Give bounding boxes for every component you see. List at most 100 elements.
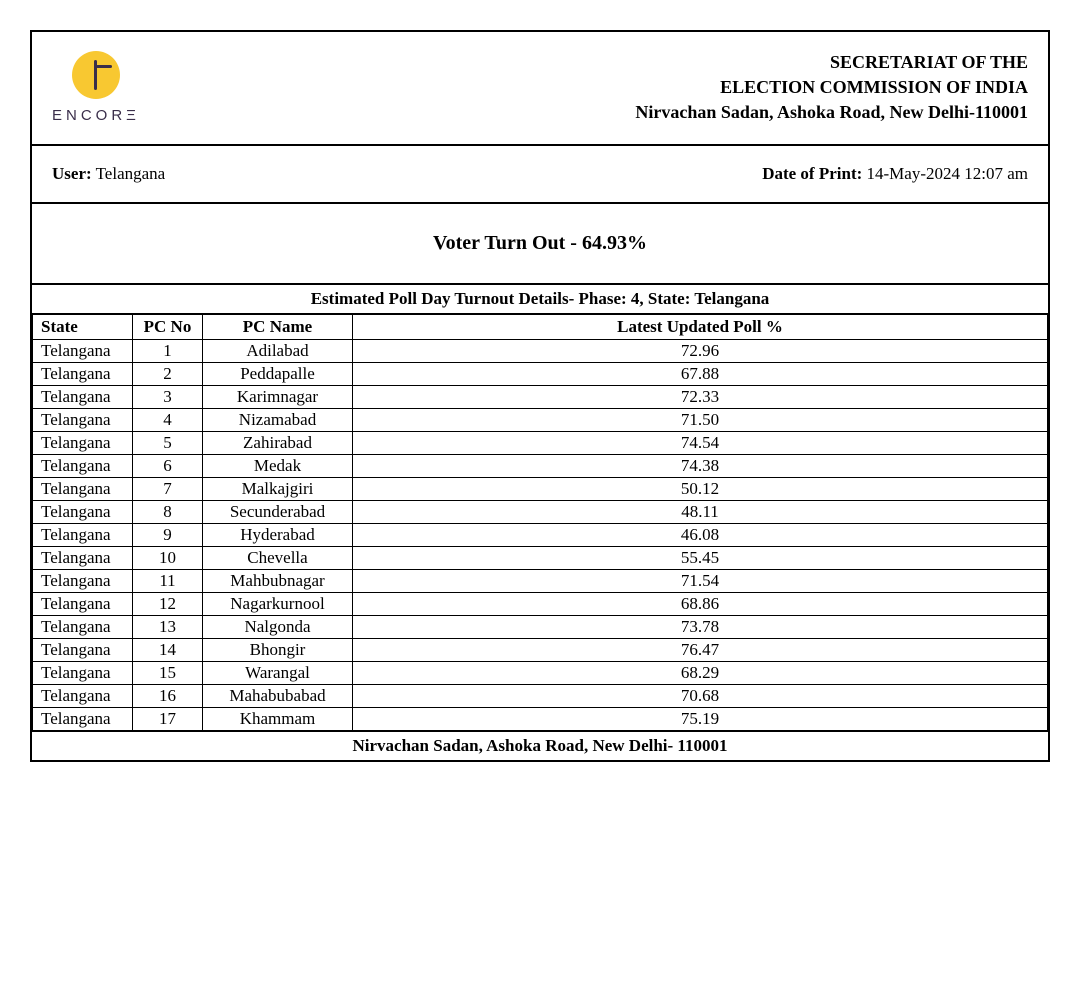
cell-poll: 72.33 (353, 385, 1048, 408)
table-row: Telangana11Mahbubnagar71.54 (33, 569, 1048, 592)
cell-pcno: 11 (133, 569, 203, 592)
table-row: Telangana7Malkajgiri50.12 (33, 477, 1048, 500)
cell-pcname: Adilabad (203, 339, 353, 362)
cell-pcno: 5 (133, 431, 203, 454)
date-value: 14-May-2024 12:07 am (867, 164, 1028, 183)
cell-pcname: Mahabubabad (203, 684, 353, 707)
table-row: Telangana10Chevella55.45 (33, 546, 1048, 569)
cell-state: Telangana (33, 431, 133, 454)
cell-poll: 68.29 (353, 661, 1048, 684)
table-row: Telangana12Nagarkurnool68.86 (33, 592, 1048, 615)
cell-pcname: Peddapalle (203, 362, 353, 385)
cell-pcno: 12 (133, 592, 203, 615)
cell-state: Telangana (33, 569, 133, 592)
table-row: Telangana1Adilabad72.96 (33, 339, 1048, 362)
table-row: Telangana13Nalgonda73.78 (33, 615, 1048, 638)
cell-state: Telangana (33, 385, 133, 408)
cell-pcno: 9 (133, 523, 203, 546)
header-line-2: ELECTION COMMISSION OF INDIA (635, 75, 1028, 100)
cell-pcno: 1 (133, 339, 203, 362)
cell-poll: 55.45 (353, 546, 1048, 569)
encore-logo-icon (72, 51, 120, 99)
cell-pcno: 13 (133, 615, 203, 638)
header-section: ENCORΞ SECRETARIAT OF THE ELECTION COMMI… (32, 32, 1048, 146)
header-line-1: SECRETARIAT OF THE (635, 50, 1028, 75)
cell-poll: 74.38 (353, 454, 1048, 477)
col-header-state: State (33, 314, 133, 339)
cell-pcno: 8 (133, 500, 203, 523)
cell-state: Telangana (33, 523, 133, 546)
meta-section: User: Telangana Date of Print: 14-May-20… (32, 146, 1048, 204)
logo-text: ENCORΞ (52, 107, 140, 124)
cell-pcname: Mahbubnagar (203, 569, 353, 592)
cell-pcname: Karimnagar (203, 385, 353, 408)
table-header-row: State PC No PC Name Latest Updated Poll … (33, 314, 1048, 339)
table-caption: Estimated Poll Day Turnout Details- Phas… (32, 285, 1048, 314)
table-row: Telangana3Karimnagar72.33 (33, 385, 1048, 408)
turnout-table: State PC No PC Name Latest Updated Poll … (32, 314, 1048, 731)
document-container: ENCORΞ SECRETARIAT OF THE ELECTION COMMI… (30, 30, 1050, 762)
cell-state: Telangana (33, 615, 133, 638)
table-row: Telangana17Khammam75.19 (33, 707, 1048, 730)
cell-pcname: Nalgonda (203, 615, 353, 638)
turnout-table-wrap: Estimated Poll Day Turnout Details- Phas… (32, 285, 1048, 760)
cell-state: Telangana (33, 339, 133, 362)
table-row: Telangana5Zahirabad74.54 (33, 431, 1048, 454)
cell-pcname: Nizamabad (203, 408, 353, 431)
cell-state: Telangana (33, 684, 133, 707)
cell-poll: 71.50 (353, 408, 1048, 431)
cell-poll: 72.96 (353, 339, 1048, 362)
header-line-3: Nirvachan Sadan, Ashoka Road, New Delhi-… (635, 100, 1028, 125)
cell-pcno: 4 (133, 408, 203, 431)
cell-poll: 67.88 (353, 362, 1048, 385)
cell-state: Telangana (33, 477, 133, 500)
cell-pcname: Secunderabad (203, 500, 353, 523)
cell-pcname: Chevella (203, 546, 353, 569)
cell-state: Telangana (33, 362, 133, 385)
cell-pcno: 2 (133, 362, 203, 385)
table-row: Telangana16Mahabubabad70.68 (33, 684, 1048, 707)
cell-poll: 50.12 (353, 477, 1048, 500)
table-row: Telangana14Bhongir76.47 (33, 638, 1048, 661)
cell-poll: 46.08 (353, 523, 1048, 546)
cell-poll: 73.78 (353, 615, 1048, 638)
cell-poll: 75.19 (353, 707, 1048, 730)
user-label: User: (52, 164, 92, 183)
cell-pcname: Zahirabad (203, 431, 353, 454)
cell-poll: 76.47 (353, 638, 1048, 661)
cell-pcname: Khammam (203, 707, 353, 730)
cell-pcname: Warangal (203, 661, 353, 684)
table-row: Telangana15Warangal68.29 (33, 661, 1048, 684)
logo-block: ENCORΞ (52, 51, 140, 124)
cell-poll: 48.11 (353, 500, 1048, 523)
cell-poll: 70.68 (353, 684, 1048, 707)
cell-pcname: Nagarkurnool (203, 592, 353, 615)
cell-pcname: Malkajgiri (203, 477, 353, 500)
user-value: Telangana (96, 164, 166, 183)
cell-pcno: 6 (133, 454, 203, 477)
table-row: Telangana4Nizamabad71.50 (33, 408, 1048, 431)
cell-state: Telangana (33, 454, 133, 477)
footer-address: Nirvachan Sadan, Ashoka Road, New Delhi-… (32, 731, 1048, 760)
cell-pcno: 7 (133, 477, 203, 500)
cell-state: Telangana (33, 638, 133, 661)
table-row: Telangana6Medak74.38 (33, 454, 1048, 477)
cell-state: Telangana (33, 408, 133, 431)
cell-pcno: 3 (133, 385, 203, 408)
cell-pcno: 16 (133, 684, 203, 707)
cell-pcno: 10 (133, 546, 203, 569)
table-row: Telangana2Peddapalle67.88 (33, 362, 1048, 385)
cell-pcno: 17 (133, 707, 203, 730)
table-row: Telangana9Hyderabad46.08 (33, 523, 1048, 546)
cell-poll: 71.54 (353, 569, 1048, 592)
cell-poll: 68.86 (353, 592, 1048, 615)
header-org-address: SECRETARIAT OF THE ELECTION COMMISSION O… (635, 50, 1028, 126)
cell-state: Telangana (33, 707, 133, 730)
col-header-pcname: PC Name (203, 314, 353, 339)
date-label: Date of Print: (762, 164, 862, 183)
cell-state: Telangana (33, 661, 133, 684)
cell-pcname: Medak (203, 454, 353, 477)
cell-pcno: 15 (133, 661, 203, 684)
table-row: Telangana8Secunderabad48.11 (33, 500, 1048, 523)
cell-pcname: Hyderabad (203, 523, 353, 546)
